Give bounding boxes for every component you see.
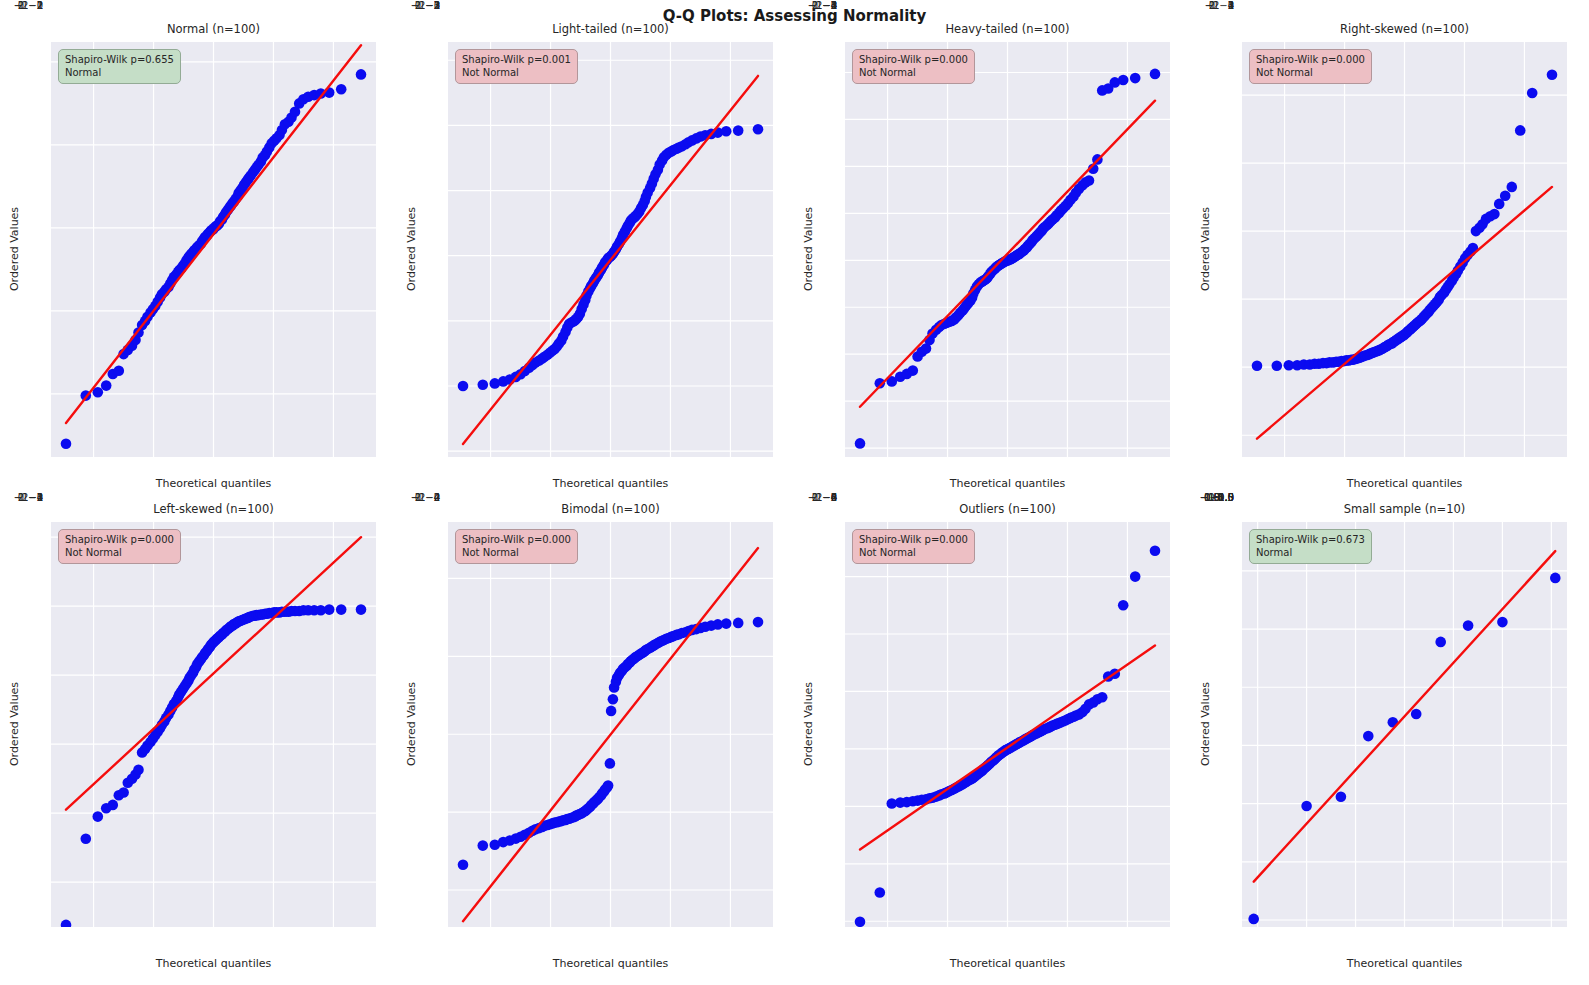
annotation-verdict: Not Normal <box>859 66 968 79</box>
y-axis-label: Ordered Values <box>1199 682 1212 766</box>
shapiro-annotation: Shapiro-Wilk p=0.000 Not Normal <box>58 529 181 564</box>
subplot-title: Bimodal (n=100) <box>448 502 773 516</box>
annotation-pvalue: Shapiro-Wilk p=0.001 <box>462 53 571 66</box>
qq-plots-figure: Q-Q Plots: Assessing Normality Normal (n… <box>0 0 1589 985</box>
subplot-heavy-tailed: Heavy-tailed (n=100) Shapiro-Wilk p=0.00… <box>795 0 1192 492</box>
annotation-verdict: Not Normal <box>462 66 571 79</box>
subplot-outliers: Outliers (n=100) Shapiro-Wilk p=0.000 No… <box>795 492 1192 985</box>
subplot-left-skewed: Left-skewed (n=100) Shapiro-Wilk p=0.000… <box>1 492 398 985</box>
y-tick-label: −3 <box>398 0 440 11</box>
shapiro-annotation: Shapiro-Wilk p=0.000 Not Normal <box>852 49 975 84</box>
x-axis-label: Theoretical quantiles <box>1242 477 1567 490</box>
plot-area <box>51 42 376 457</box>
plot-area <box>845 522 1170 927</box>
y-tick-label: −1 <box>1192 0 1234 11</box>
subplot-title: Heavy-tailed (n=100) <box>845 22 1170 36</box>
annotation-verdict: Not Normal <box>462 546 571 559</box>
subplot-normal: Normal (n=100) Shapiro-Wilk p=0.655 Norm… <box>1 0 398 492</box>
plot-area <box>1242 522 1567 927</box>
plot-area <box>448 522 773 927</box>
annotation-pvalue: Shapiro-Wilk p=0.000 <box>859 533 968 546</box>
x-axis-label: Theoretical quantiles <box>448 477 773 490</box>
y-axis-label: Ordered Values <box>8 207 21 291</box>
annotation-pvalue: Shapiro-Wilk p=0.655 <box>65 53 174 66</box>
shapiro-annotation: Shapiro-Wilk p=0.655 Normal <box>58 49 181 84</box>
y-axis-label: Ordered Values <box>802 682 815 766</box>
x-axis-label: Theoretical quantiles <box>51 957 376 970</box>
subplot-title: Small sample (n=10) <box>1242 502 1567 516</box>
subplot-small-sample: Small sample (n=10) Shapiro-Wilk p=0.673… <box>1192 492 1589 985</box>
shapiro-annotation: Shapiro-Wilk p=0.000 Not Normal <box>852 529 975 564</box>
plot-area <box>845 42 1170 457</box>
shapiro-annotation: Shapiro-Wilk p=0.000 Not Normal <box>1249 49 1372 84</box>
y-tick-label: −4 <box>398 492 440 503</box>
annotation-verdict: Normal <box>1256 546 1365 559</box>
subplot-title: Normal (n=100) <box>51 22 376 36</box>
shapiro-annotation: Shapiro-Wilk p=0.000 Not Normal <box>455 529 578 564</box>
shapiro-annotation: Shapiro-Wilk p=0.673 Normal <box>1249 529 1372 564</box>
y-axis-label: Ordered Values <box>405 207 418 291</box>
y-axis-label: Ordered Values <box>405 682 418 766</box>
x-axis-label: Theoretical quantiles <box>845 477 1170 490</box>
annotation-verdict: Not Normal <box>65 546 174 559</box>
x-axis-label: Theoretical quantiles <box>845 957 1170 970</box>
shapiro-annotation: Shapiro-Wilk p=0.001 Not Normal <box>455 49 578 84</box>
y-tick-label: −1.5 <box>1192 492 1234 503</box>
x-axis-label: Theoretical quantiles <box>51 477 376 490</box>
subplot-title: Light-tailed (n=100) <box>448 22 773 36</box>
annotation-pvalue: Shapiro-Wilk p=0.673 <box>1256 533 1365 546</box>
annotation-pvalue: Shapiro-Wilk p=0.000 <box>859 53 968 66</box>
y-tick-label: −6 <box>795 492 837 503</box>
y-tick-label: −4 <box>795 0 837 11</box>
y-axis-label: Ordered Values <box>802 207 815 291</box>
subplot-title: Outliers (n=100) <box>845 502 1170 516</box>
subplot-bimodal: Bimodal (n=100) Shapiro-Wilk p=0.000 Not… <box>398 492 795 985</box>
annotation-pvalue: Shapiro-Wilk p=0.000 <box>462 533 571 546</box>
annotation-pvalue: Shapiro-Wilk p=0.000 <box>1256 53 1365 66</box>
x-axis-label: Theoretical quantiles <box>1242 957 1567 970</box>
annotation-verdict: Not Normal <box>1256 66 1365 79</box>
y-axis-label: Ordered Values <box>1199 207 1212 291</box>
subplot-grid: Normal (n=100) Shapiro-Wilk p=0.655 Norm… <box>1 0 1589 985</box>
subplot-right-skewed: Right-skewed (n=100) Shapiro-Wilk p=0.00… <box>1192 0 1589 492</box>
subplot-title: Left-skewed (n=100) <box>51 502 376 516</box>
plot-area <box>51 522 376 927</box>
subplot-light-tailed: Light-tailed (n=100) Shapiro-Wilk p=0.00… <box>398 0 795 492</box>
annotation-verdict: Not Normal <box>859 546 968 559</box>
annotation-pvalue: Shapiro-Wilk p=0.000 <box>65 533 174 546</box>
x-axis-label: Theoretical quantiles <box>448 957 773 970</box>
annotation-verdict: Normal <box>65 66 174 79</box>
y-tick-label: −2 <box>1 0 43 11</box>
plot-area <box>1242 42 1567 457</box>
plot-area <box>448 42 773 457</box>
subplot-title: Right-skewed (n=100) <box>1242 22 1567 36</box>
y-axis-label: Ordered Values <box>8 682 21 766</box>
y-tick-label: −4 <box>1 492 43 503</box>
